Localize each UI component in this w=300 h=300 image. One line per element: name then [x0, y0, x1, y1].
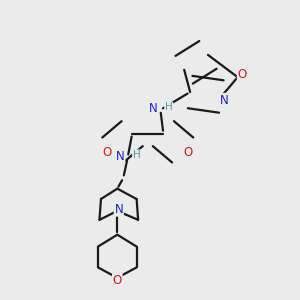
- Text: N: N: [114, 203, 123, 216]
- Text: O: O: [103, 146, 112, 159]
- Text: N: N: [220, 94, 229, 106]
- Text: O: O: [113, 274, 122, 287]
- Text: O: O: [238, 68, 247, 81]
- Text: O: O: [183, 146, 193, 159]
- Text: N: N: [116, 150, 125, 163]
- Text: N: N: [148, 102, 157, 115]
- Text: H: H: [165, 103, 172, 112]
- Text: H: H: [133, 150, 140, 160]
